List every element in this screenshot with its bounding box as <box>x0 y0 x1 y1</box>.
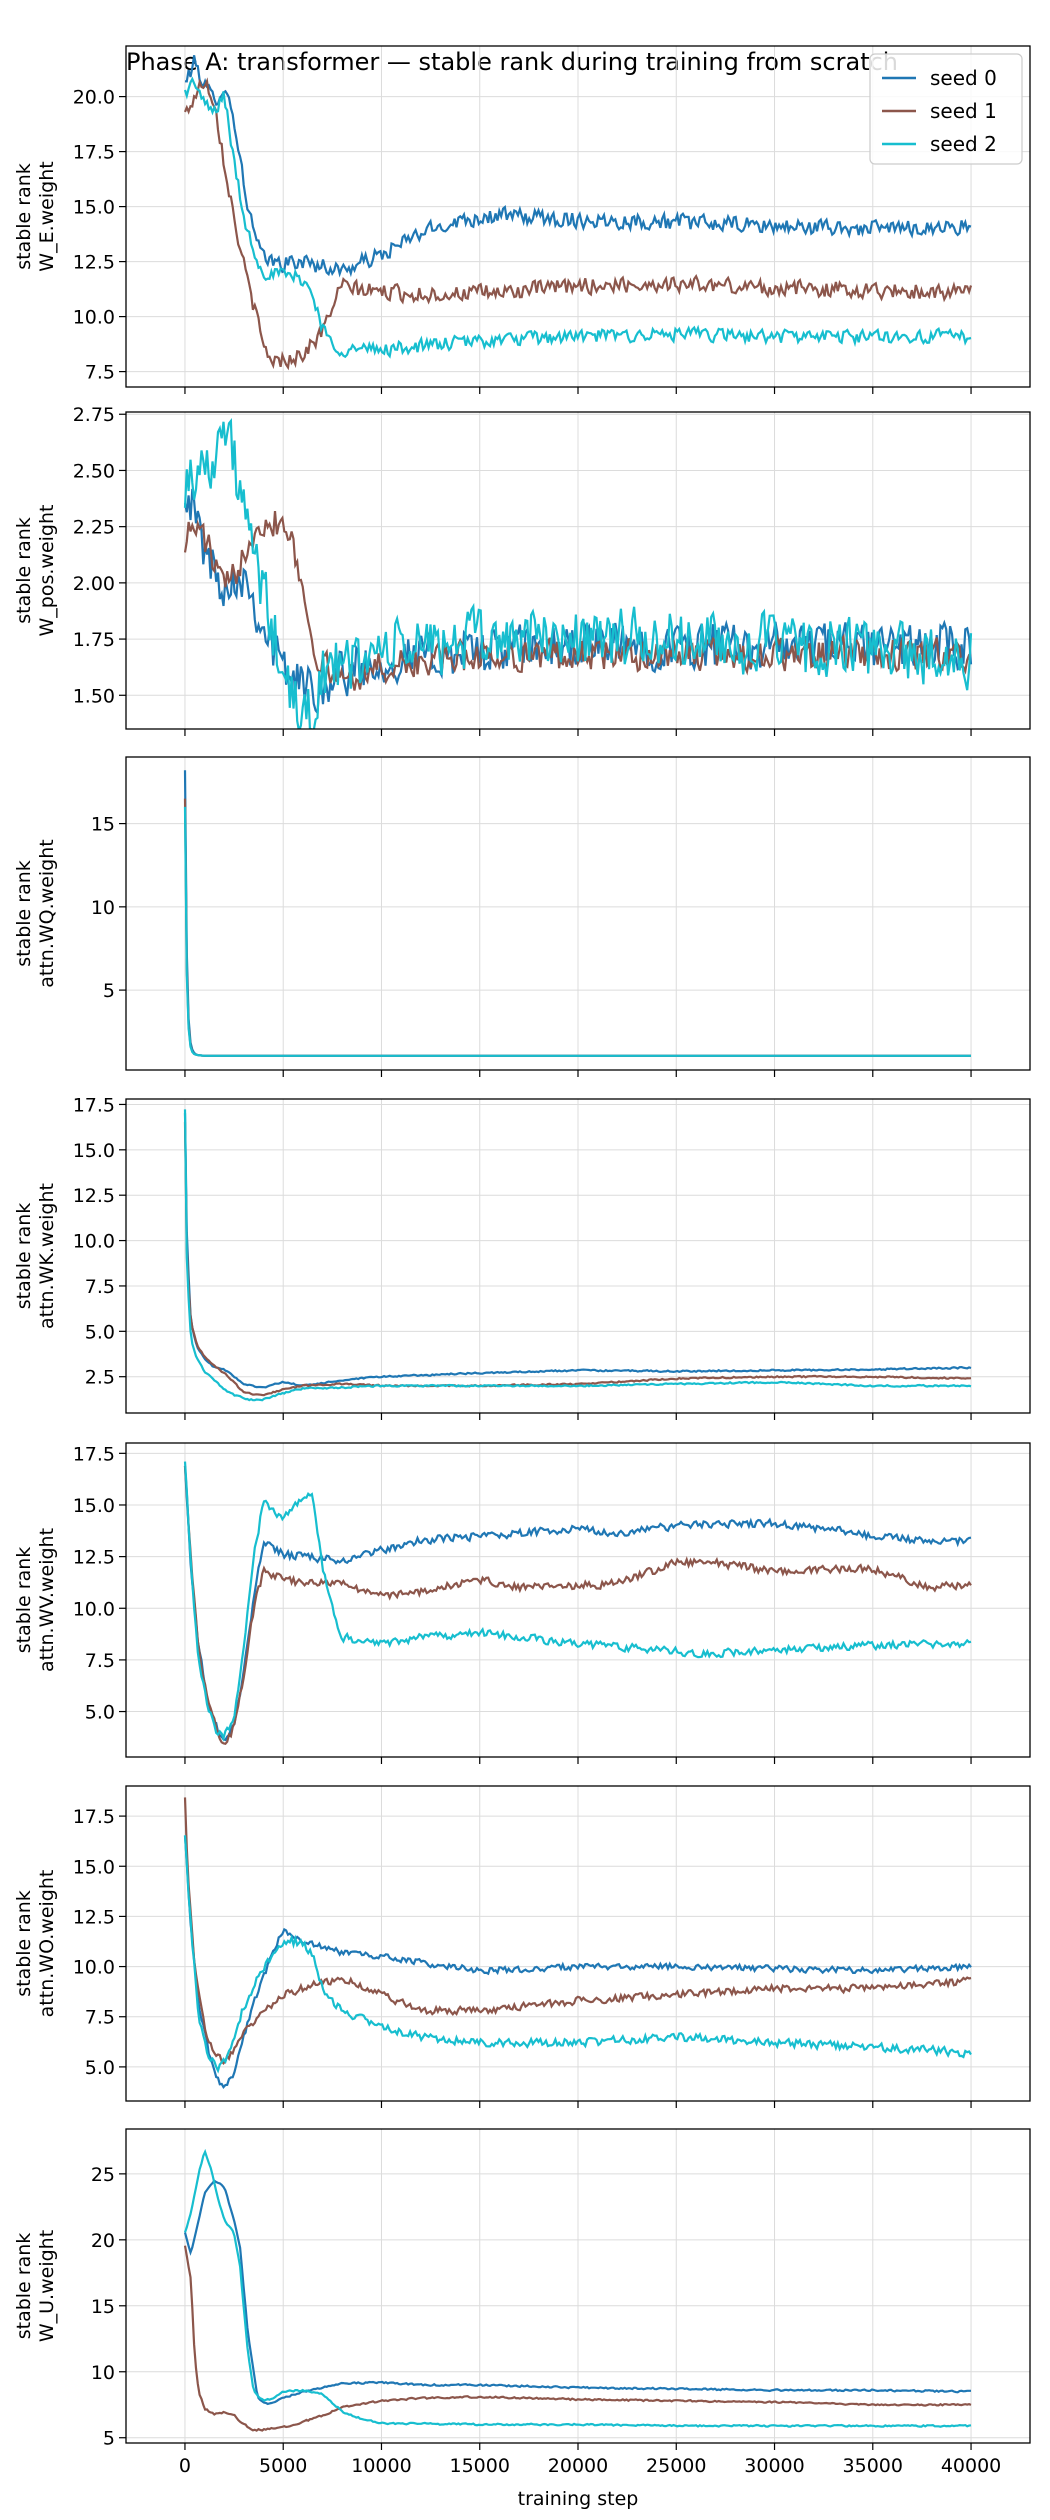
subplot-6: 5.0 7.5 10.0 12.5 15.0 17.5 stable rankattn.WO… <box>13 1785 1031 2108</box>
x-tick-label: 10000 <box>351 2455 411 2477</box>
x-tick-label: 30000 <box>744 2455 804 2477</box>
x-tick-label: 40000 <box>941 2455 1001 2477</box>
legend-label: seed 0 <box>930 66 997 90</box>
y-tick-label: 12.5 <box>73 1185 115 1207</box>
y-tick-label: 12.5 <box>73 252 115 274</box>
y-tick-label: 5 <box>103 2428 115 2450</box>
y-axis-label: stable rankW_U.weight <box>13 2230 58 2342</box>
y-tick-label: 15.0 <box>73 197 115 219</box>
y-tick-label: 7.5 <box>85 2007 115 2029</box>
y-tick-label: 2.50 <box>73 460 115 482</box>
legend-box <box>869 53 1023 165</box>
y-tick-label: 5.0 <box>85 1702 115 1724</box>
y-tick-label: 7.5 <box>85 362 115 384</box>
y-tick-label: 10.0 <box>73 307 115 329</box>
y-tick-label: 20 <box>91 2230 115 2252</box>
y-tick-label: 15 <box>91 2296 115 2318</box>
legend: seed 0 seed 1 seed 2 <box>869 53 1023 165</box>
y-tick-label: 10 <box>91 897 115 919</box>
y-tick-label: 12.5 <box>73 1906 115 1928</box>
y-axis-label: stable rankW_pos.weight <box>13 505 58 637</box>
subplot-3: 5 10 15 stable rankattn.WQ.weight <box>13 756 1031 1077</box>
subplot-7: 5 10 15 20 25 0 5000 10000 15000 20000 25000 30000 3… <box>13 2128 1031 2510</box>
y-tick-label: 1.75 <box>73 629 115 651</box>
y-tick-label: 15.0 <box>73 1140 115 1162</box>
y-tick-label: 10.0 <box>73 1598 115 1620</box>
y-axis-label: stable rankattn.WQ.weight <box>13 839 58 987</box>
y-tick-label: 2.25 <box>73 517 115 539</box>
y-tick-label: 10.0 <box>73 1231 115 1253</box>
y-tick-label: 1.50 <box>73 685 115 707</box>
series-line-seed-1 <box>183 1465 972 1746</box>
series-line-seed-2 <box>183 417 973 729</box>
series-line-seed-2 <box>183 1835 972 2074</box>
series-line-seed-0 <box>183 1835 972 2089</box>
y-tick-label: 2.5 <box>85 1367 115 1389</box>
y-tick-label: 15.0 <box>73 1856 115 1878</box>
x-tick-label: 25000 <box>646 2455 706 2477</box>
y-tick-label: 12.5 <box>73 1547 115 1569</box>
x-tick-label: 0 <box>179 2455 191 2477</box>
x-tick-label: 35000 <box>843 2455 903 2477</box>
series-line-seed-1 <box>183 2245 972 2432</box>
series-line-seed-2 <box>183 1109 972 1402</box>
y-tick-label: 20.0 <box>73 87 115 109</box>
series-line-seed-1 <box>183 1797 972 2065</box>
legend-label: seed 2 <box>930 132 997 156</box>
x-tick-label: 15000 <box>450 2455 510 2477</box>
y-tick-label: 17.5 <box>73 1094 115 1116</box>
y-tick-label: 2.75 <box>73 404 115 426</box>
subplot-2: 1.50 1.75 2.00 2.25 2.50 2.75 stable rankW_pos… <box>13 404 1031 736</box>
legend-label: seed 1 <box>930 99 997 123</box>
chart-title: Phase A: transformer — stable rank durin… <box>126 48 898 76</box>
y-tick-label: 7.5 <box>85 1650 115 1672</box>
x-axis-label: training step <box>518 2488 639 2510</box>
series-line-seed-1 <box>183 511 972 691</box>
y-tick-label: 10.0 <box>73 1957 115 1979</box>
y-axis-label: stable rankW_E.weight <box>13 161 58 271</box>
series-line-seed-2 <box>183 1461 972 1742</box>
y-tick-label: 7.5 <box>85 1276 115 1298</box>
y-tick-label: 17.5 <box>73 142 115 164</box>
series-line-seed-2 <box>183 2148 972 2428</box>
series-line-seed-0 <box>183 1465 972 1742</box>
subplot-stack: 7.5 10.0 12.5 15.0 17.5 20.0 stable rankW_E.we… <box>13 45 1031 2510</box>
series-line-seed-2 <box>183 76 972 359</box>
subplot-4: 2.5 5.0 7.5 10.0 12.5 15.0 17.5 stable rankattn… <box>13 1094 1031 1420</box>
y-tick-label: 10 <box>91 2362 115 2384</box>
series-line-seed-0 <box>183 2179 971 2406</box>
series-line-seed-0 <box>184 55 972 278</box>
series-line-seed-2 <box>183 806 971 1057</box>
y-axis-label: stable rankattn.WK.weight <box>13 1183 58 1329</box>
subplot-1: 7.5 10.0 12.5 15.0 17.5 20.0 stable rankW_E.we… <box>13 45 1031 394</box>
x-tick-label: 5000 <box>259 2455 307 2477</box>
y-axis-label: stable rankattn.WV.weight <box>13 1528 58 1672</box>
y-tick-label: 5.0 <box>85 2057 115 2079</box>
y-tick-label: 2.00 <box>73 573 115 595</box>
x-tick-label: 20000 <box>548 2455 608 2477</box>
y-tick-label: 15.0 <box>73 1495 115 1517</box>
y-tick-label: 5.0 <box>85 1321 115 1343</box>
subplot-5: 5.0 7.5 10.0 12.5 15.0 17.5 stable rankattn.WV… <box>13 1442 1031 1764</box>
y-tick-label: 17.5 <box>73 1443 115 1465</box>
series-line-seed-1 <box>183 77 973 371</box>
y-tick-label: 5 <box>103 980 115 1002</box>
y-tick-label: 25 <box>91 2164 115 2186</box>
y-tick-label: 15 <box>91 814 115 836</box>
y-axis-label: stable rankattn.WO.weight <box>13 1870 58 2018</box>
y-tick-label: 17.5 <box>73 1806 115 1828</box>
